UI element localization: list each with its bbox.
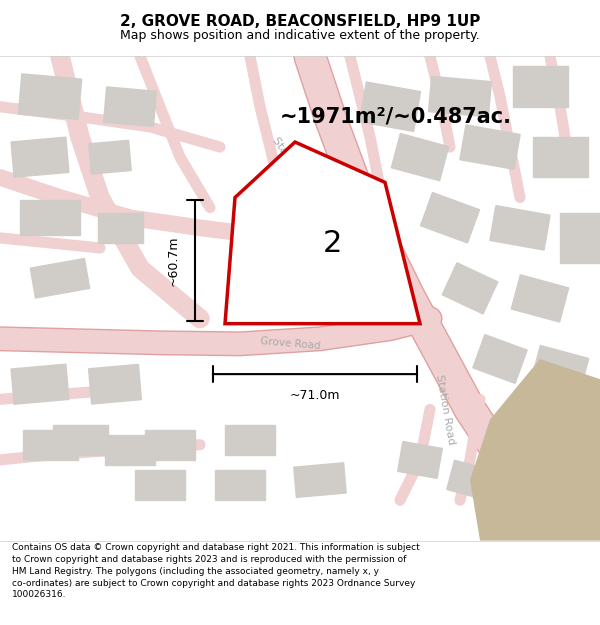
Bar [359,82,421,131]
Bar [53,424,107,455]
Bar [215,470,265,500]
Bar [560,213,600,263]
Bar [23,429,77,460]
Bar [460,125,520,169]
Bar [550,418,600,461]
Bar [511,275,569,322]
Bar [447,460,493,500]
Bar [135,470,185,500]
Bar [145,429,195,460]
Text: Contains OS data © Crown copyright and database right 2021. This information is : Contains OS data © Crown copyright and d… [12,543,420,599]
Bar [11,137,69,177]
Text: Station Road: Station Road [271,135,320,199]
Bar [105,434,155,465]
Bar [104,87,157,126]
Text: Grove Road: Grove Road [259,336,320,351]
Bar [473,334,527,383]
Bar [490,206,550,250]
Bar [533,137,587,178]
Polygon shape [225,142,420,324]
Bar [532,346,589,392]
Bar [512,66,568,107]
Bar [391,134,449,181]
Bar [97,213,143,243]
Text: 2, GROVE ROAD, BEACONSFIELD, HP9 1UP: 2, GROVE ROAD, BEACONSFIELD, HP9 1UP [120,14,480,29]
Bar [20,200,80,236]
Bar [294,462,346,498]
Polygon shape [470,359,600,541]
Bar [493,405,547,454]
Bar [428,76,491,117]
Text: Map shows position and indicative extent of the property.: Map shows position and indicative extent… [120,29,480,42]
Text: ~71.0m: ~71.0m [290,389,340,402]
Text: 2: 2 [322,229,341,259]
Bar [19,74,82,119]
Bar [225,424,275,455]
Bar [398,441,442,478]
Bar [11,364,69,404]
Bar [421,192,479,243]
Bar [290,228,325,273]
Bar [31,259,89,298]
Bar [89,141,131,174]
Text: ~60.7m: ~60.7m [167,236,180,286]
Bar [442,262,498,314]
Bar [89,364,142,404]
Text: Station Road: Station Road [434,374,456,446]
Text: ~1971m²/~0.487ac.: ~1971m²/~0.487ac. [280,107,512,127]
